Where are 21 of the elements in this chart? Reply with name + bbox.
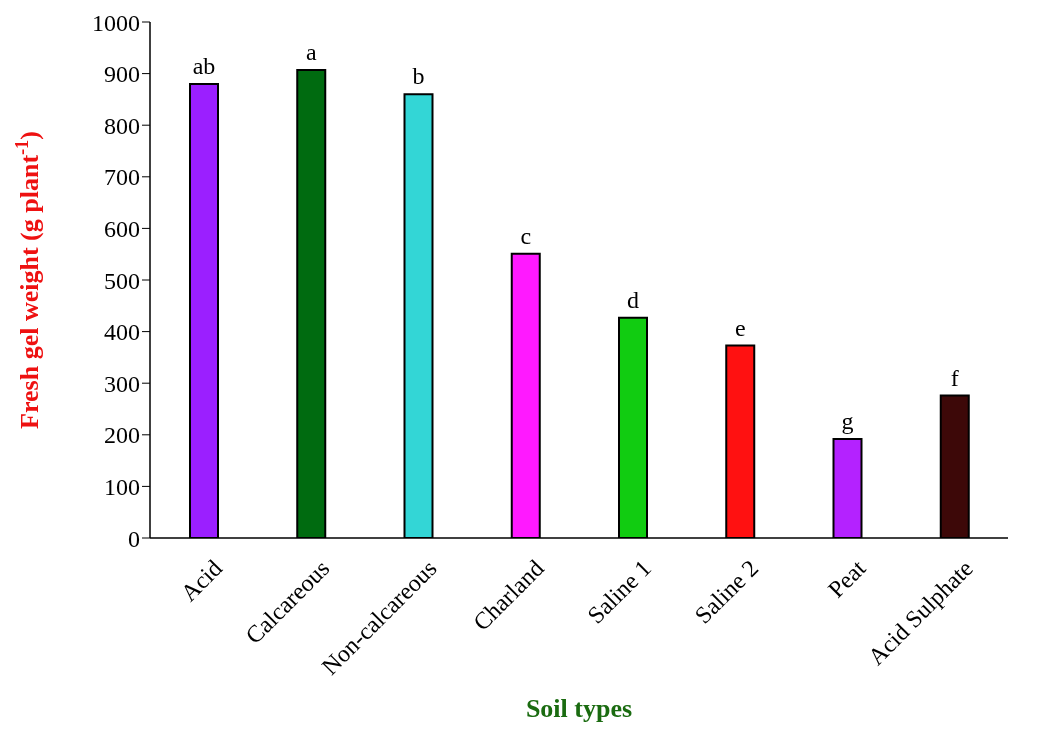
y-tick-label: 600 bbox=[104, 215, 140, 242]
annotation: g bbox=[841, 407, 854, 434]
annotation: d bbox=[627, 286, 639, 313]
x-tick-label: Peat bbox=[822, 554, 871, 603]
y-tick-label: 700 bbox=[104, 164, 140, 191]
y-tick-label: 200 bbox=[104, 422, 140, 449]
annotation: c bbox=[520, 222, 532, 249]
annotation: b bbox=[412, 63, 425, 90]
annotation: e bbox=[734, 314, 746, 341]
y-tick-label: 800 bbox=[104, 112, 140, 139]
y-tick-label: 1000 bbox=[92, 9, 140, 36]
y-tick-label: 100 bbox=[104, 473, 140, 500]
y-tick-label: 500 bbox=[104, 267, 140, 294]
annotation: ab bbox=[192, 52, 216, 79]
y-tick-label: 400 bbox=[104, 319, 140, 346]
annotation: a bbox=[305, 38, 317, 65]
y-tick-label: 0 bbox=[128, 525, 140, 552]
x-axis-title: Soil types bbox=[525, 694, 633, 723]
annotation: f bbox=[950, 364, 959, 391]
y-tick-label: 300 bbox=[104, 370, 140, 397]
y-tick-label: 900 bbox=[104, 61, 140, 88]
